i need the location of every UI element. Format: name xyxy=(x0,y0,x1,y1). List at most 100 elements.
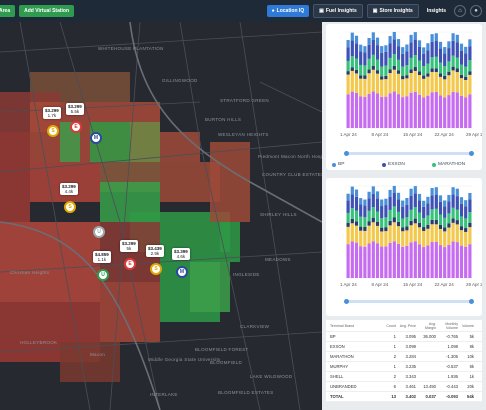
bar-segment-murphy[interactable] xyxy=(384,75,388,80)
bar-segment-bp[interactable] xyxy=(447,41,451,49)
legend-item-bp[interactable]: BP xyxy=(332,162,382,167)
bar-segment-marathon[interactable] xyxy=(363,65,367,76)
bar-segment-exxon[interactable] xyxy=(375,45,380,60)
bar-segment-shell[interactable] xyxy=(388,73,392,94)
bar-segment-bp[interactable] xyxy=(464,46,468,54)
bar-segment-murphy[interactable] xyxy=(346,71,350,75)
bar-segment-shell[interactable] xyxy=(371,69,375,92)
table-row[interactable]: UNBRANDED 6 3.461 13.450 -0.443 20k xyxy=(326,382,482,392)
bar-segment-murphy[interactable] xyxy=(359,226,363,231)
area-button[interactable]: Area xyxy=(0,5,16,17)
bar-segment-exxon[interactable] xyxy=(354,196,359,211)
bar-segment-unbranded[interactable] xyxy=(396,243,401,278)
column-header[interactable]: Monthly Volume xyxy=(445,321,458,330)
bar-segment-exxon[interactable] xyxy=(359,204,363,217)
bar-segment-exxon[interactable] xyxy=(388,196,392,210)
bar-segment-unbranded[interactable] xyxy=(438,245,443,278)
bar-segment-shell[interactable] xyxy=(443,231,447,248)
bar-segment-murphy[interactable] xyxy=(447,223,451,228)
bar-segment-exxon[interactable] xyxy=(409,195,413,210)
table-row[interactable]: MARATHON 2 3.284 -1.305 10k xyxy=(326,352,482,362)
bar-segment-bp[interactable] xyxy=(405,197,409,205)
bar-segment-shell[interactable] xyxy=(422,230,426,248)
bar-segment-unbranded[interactable] xyxy=(392,91,396,128)
bar-segment-marathon[interactable] xyxy=(438,62,443,74)
bar-segment-exxon[interactable] xyxy=(350,194,354,209)
bar-segment-marathon[interactable] xyxy=(434,208,438,220)
bar-segment-marathon[interactable] xyxy=(384,65,388,76)
bar-segment-bp[interactable] xyxy=(438,41,443,49)
bar-segment-marathon[interactable] xyxy=(430,57,434,69)
bar-segment-marathon[interactable] xyxy=(422,66,426,76)
tab-store-insights[interactable]: ▣ Store Insights xyxy=(366,4,419,18)
bar-segment-exxon[interactable] xyxy=(468,46,472,61)
bar-segment-shell[interactable] xyxy=(409,225,413,243)
bar-segment-bp[interactable] xyxy=(392,185,396,194)
bar-segment-exxon[interactable] xyxy=(392,193,396,207)
bar-segment-murphy[interactable] xyxy=(388,69,392,74)
date-range-slider-1[interactable] xyxy=(346,152,472,155)
bar-segment-murphy[interactable] xyxy=(350,218,354,224)
bar-segment-bp[interactable] xyxy=(430,34,434,42)
bar-segment-unbranded[interactable] xyxy=(392,241,396,278)
bar-segment-shell[interactable] xyxy=(363,230,367,247)
bar-segment-murphy[interactable] xyxy=(405,75,409,79)
bar-segment-bp[interactable] xyxy=(468,39,472,47)
bar-segment-exxon[interactable] xyxy=(346,47,350,61)
date-range-slider-2[interactable] xyxy=(346,300,472,303)
bar-segment-unbranded[interactable] xyxy=(451,241,455,278)
bar-segment-marathon[interactable] xyxy=(447,213,451,224)
bar-segment-unbranded[interactable] xyxy=(405,96,409,128)
bar-segment-bp[interactable] xyxy=(384,198,388,206)
bar-segment-bp[interactable] xyxy=(396,192,401,200)
unbranded-icon[interactable]: U xyxy=(93,226,105,238)
bar-segment-exxon[interactable] xyxy=(392,39,396,55)
bar-segment-murphy[interactable] xyxy=(384,227,388,232)
bar-segment-shell[interactable] xyxy=(401,79,405,98)
bar-segment-unbranded[interactable] xyxy=(455,242,459,278)
shell-icon[interactable]: S xyxy=(150,263,162,275)
bar-segment-murphy[interactable] xyxy=(401,227,405,232)
bar-segment-marathon[interactable] xyxy=(459,64,464,75)
bar-segment-exxon[interactable] xyxy=(455,196,459,210)
bar-segment-exxon[interactable] xyxy=(451,194,455,208)
bar-segment-bp[interactable] xyxy=(451,33,455,41)
table-row[interactable]: EXXON 1 3.099 1.098 8k xyxy=(326,342,482,352)
column-header[interactable]: Terminal Brand xyxy=(330,323,355,328)
station-price-callout[interactable]: $3.299 1.7k xyxy=(43,107,61,119)
bar-segment-bp[interactable] xyxy=(371,186,375,194)
bar-segment-shell[interactable] xyxy=(417,227,422,245)
bar-segment-bp[interactable] xyxy=(363,199,367,206)
bar-segment-murphy[interactable] xyxy=(346,222,350,227)
bar-segment-unbranded[interactable] xyxy=(417,94,422,128)
bar-segment-unbranded[interactable] xyxy=(451,91,455,128)
bar-segment-exxon[interactable] xyxy=(422,206,426,218)
bar-segment-exxon[interactable] xyxy=(447,201,451,214)
bar-segment-murphy[interactable] xyxy=(396,70,401,74)
bar-segment-marathon[interactable] xyxy=(409,57,413,70)
bar-segment-bp[interactable] xyxy=(388,189,392,197)
bar-segment-bp[interactable] xyxy=(401,200,405,207)
bar-segment-exxon[interactable] xyxy=(367,44,371,59)
add-virtual-station-button[interactable]: Add Virtual Station xyxy=(19,5,75,17)
bar-segment-murphy[interactable] xyxy=(426,224,430,229)
bar-segment-exxon[interactable] xyxy=(417,200,422,213)
bar-segment-bp[interactable] xyxy=(434,187,438,195)
bar-segment-unbranded[interactable] xyxy=(359,96,363,128)
bar-segment-murphy[interactable] xyxy=(375,70,380,74)
bar-segment-shell[interactable] xyxy=(455,224,459,243)
bar-segment-bp[interactable] xyxy=(426,196,430,204)
map-view[interactable]: WHITEHOUSE PLANTATION GILLINGWOOD STRATFOR… xyxy=(0,22,322,410)
bar-segment-unbranded[interactable] xyxy=(371,241,375,278)
bar-segment-murphy[interactable] xyxy=(426,73,430,77)
bar-segment-murphy[interactable] xyxy=(409,220,413,226)
bar-segment-unbranded[interactable] xyxy=(438,95,443,128)
bar-segment-unbranded[interactable] xyxy=(447,95,451,128)
bar-segment-unbranded[interactable] xyxy=(422,247,426,278)
bar-segment-bp[interactable] xyxy=(350,186,354,195)
bar-segment-shell[interactable] xyxy=(367,225,371,244)
bar-segment-unbranded[interactable] xyxy=(363,97,367,128)
bar-segment-murphy[interactable] xyxy=(455,220,459,225)
bar-segment-bp[interactable] xyxy=(384,45,388,52)
bar-segment-murphy[interactable] xyxy=(434,68,438,73)
